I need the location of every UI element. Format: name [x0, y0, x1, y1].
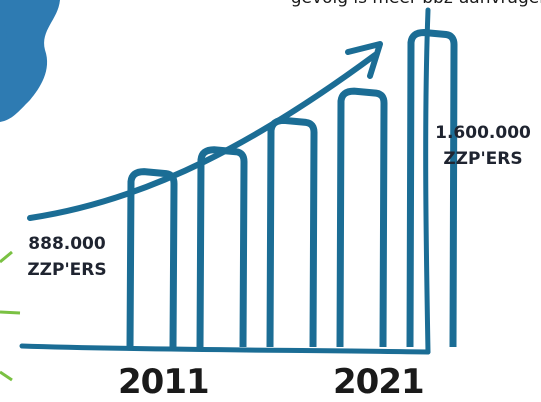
x-axis	[19, 343, 431, 355]
green-ray	[0, 310, 21, 315]
value-label-end-value: 1.600.000	[435, 123, 531, 143]
year-label-end: 2021	[333, 362, 425, 402]
trend-arrow-head	[345, 41, 383, 79]
value-label-start-value: 888.000	[28, 234, 106, 254]
green-ray	[0, 250, 13, 264]
bar-1	[196, 146, 248, 348]
map-shape	[0, 0, 60, 122]
value-label-start-unit: ZZP'ERS	[27, 260, 107, 280]
bar-3	[336, 87, 388, 348]
year-label-start: 2011	[118, 362, 210, 402]
bar-2	[266, 116, 318, 348]
y-axis	[423, 7, 431, 355]
value-label-start: 888.000 ZZP'ERS	[26, 231, 108, 283]
bar-4	[406, 29, 458, 348]
map-shape	[0, 20, 7, 48]
value-label-end: 1.600.000 ZZP'ERS	[425, 120, 541, 172]
caption: gevolg is meer bbz-aanvragen	[230, 0, 541, 8]
value-label-end-unit: ZZP'ERS	[443, 149, 523, 169]
bar-0	[126, 168, 178, 348]
green-ray	[0, 370, 13, 382]
